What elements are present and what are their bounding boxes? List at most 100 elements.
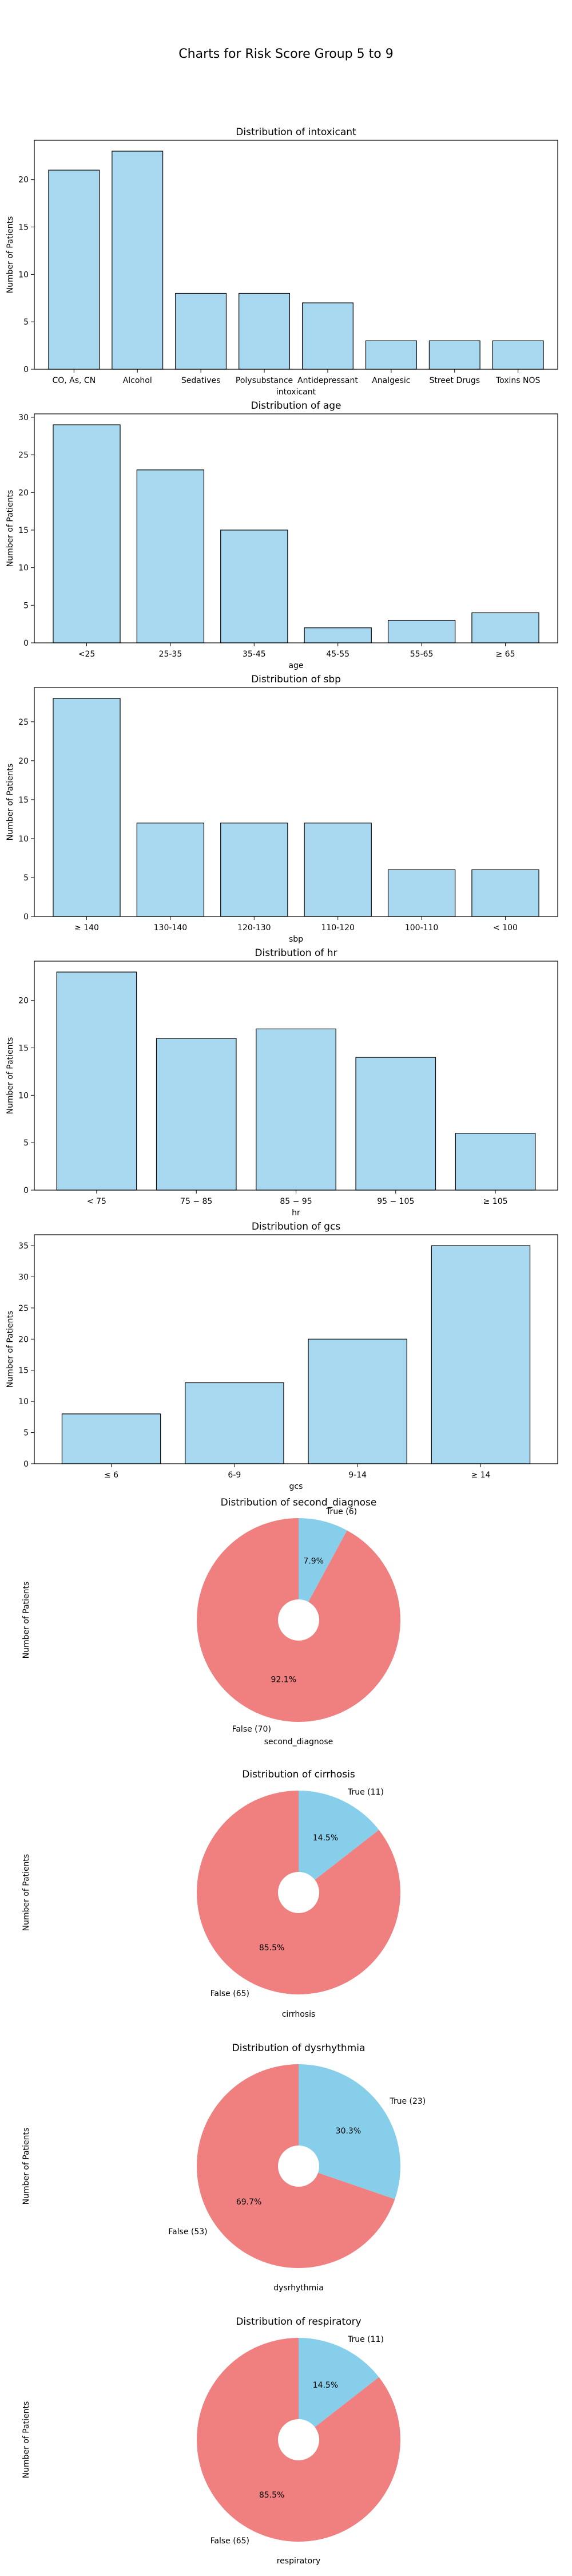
x-tick-label: ≥ 140: [74, 923, 99, 933]
y-tick-label: 20: [18, 757, 29, 766]
y-tick-label: 0: [23, 1186, 29, 1195]
pie-pct-label: 92.1%: [271, 1676, 296, 1685]
pie-slice-true: [299, 2338, 379, 2440]
x-tick-label: Sedatives: [181, 376, 221, 385]
pie-pct-label: 14.5%: [313, 1834, 338, 1843]
y-tick-label: 10: [18, 270, 29, 279]
pie-outer-label: False (53): [168, 2227, 207, 2237]
bar-5: [471, 612, 539, 643]
y-tick-label: 5: [23, 874, 29, 883]
x-tick-label: 130-140: [154, 923, 188, 933]
axes-frame: [34, 687, 558, 917]
axes-frame: [34, 413, 558, 643]
y-tick-label: 15: [18, 223, 29, 232]
bar-0: [53, 424, 121, 643]
x-tick-label: 95 − 105: [377, 1197, 414, 1206]
chart-title: Distribution of age: [251, 400, 341, 412]
x-axis-label: hr: [292, 1208, 300, 1218]
y-axis-label: Number of Patients: [6, 490, 15, 567]
x-axis-label: second_diagnose: [264, 1737, 333, 1747]
bar-3: [355, 1057, 436, 1191]
figure-title: Charts for Risk Score Group 5 to 9: [178, 47, 394, 61]
pie-center-hole: [278, 1599, 319, 1641]
y-tick-label: 15: [18, 796, 29, 805]
pie-slice-true: [299, 1791, 379, 1893]
bar-7: [492, 340, 544, 370]
pie-pct-label: 30.3%: [336, 2127, 361, 2136]
pie-pct-label: 69.7%: [236, 2198, 261, 2207]
y-tick-label: 30: [18, 1273, 29, 1282]
pie-pct-label: 7.9%: [303, 1556, 324, 1566]
x-axis-label: respiratory: [277, 2557, 321, 2566]
y-axis-label: Number of Patients: [22, 2401, 31, 2479]
x-tick-label: 35-45: [243, 650, 266, 659]
y-tick-label: 10: [18, 1397, 29, 1406]
x-tick-label: 25-35: [159, 650, 182, 659]
x-tick-label: Alcohol: [123, 376, 152, 385]
x-tick-label: 55-65: [410, 650, 434, 659]
y-axis-label: Number of Patients: [22, 2128, 31, 2205]
y-tick-label: 5: [23, 601, 29, 610]
y-tick-label: 20: [18, 176, 29, 185]
y-tick-label: 30: [18, 413, 29, 422]
bar-2: [175, 293, 227, 370]
x-tick-label: Polysubstance: [236, 376, 293, 385]
y-axis-label: Number of Patients: [6, 1037, 15, 1115]
y-axis-label: Number of Patients: [22, 1854, 31, 1931]
pie-outer-label: True (11): [347, 1788, 384, 1797]
x-axis-label: age: [288, 661, 303, 670]
x-tick-label: Street Drugs: [429, 376, 480, 385]
pie-pct-label: 14.5%: [313, 2381, 338, 2390]
axes-frame: [34, 961, 558, 1191]
pie-slice-true: [299, 1518, 347, 1620]
x-tick-label: ≥ 14: [471, 1471, 490, 1480]
y-tick-label: 20: [18, 997, 29, 1006]
x-tick-label: <25: [78, 650, 96, 659]
bar-1: [156, 1038, 237, 1191]
y-tick-label: 10: [18, 835, 29, 844]
y-tick-label: 35: [18, 1242, 29, 1251]
x-tick-label: Antidepressant: [297, 376, 358, 385]
axes-frame: [34, 140, 558, 370]
bar-1: [136, 823, 205, 917]
chart-title: Distribution of respiratory: [236, 2316, 361, 2328]
y-axis-label: Number of Patients: [6, 764, 15, 841]
bar-1: [185, 1382, 284, 1464]
y-tick-label: 0: [23, 912, 29, 922]
chart-title: Distribution of cirrhosis: [242, 1769, 355, 1780]
y-axis-label: Number of Patients: [6, 1311, 15, 1388]
y-tick-label: 20: [18, 488, 29, 497]
y-tick-label: 25: [18, 1304, 29, 1313]
bar-4: [301, 302, 353, 370]
pie-slice-true: [299, 2064, 400, 2199]
bar-0: [56, 971, 137, 1191]
chart-title: Distribution of sbp: [251, 674, 341, 685]
y-tick-label: 25: [18, 451, 29, 460]
x-tick-label: ≥ 105: [483, 1197, 508, 1206]
x-axis-label: intoxicant: [276, 388, 316, 397]
chart-title: Distribution of dysrhythmia: [232, 2042, 366, 2054]
bar-4: [387, 619, 456, 643]
bar-3: [304, 627, 372, 643]
axes-frame: [34, 1234, 558, 1464]
y-tick-label: 25: [18, 718, 29, 727]
pie-outer-label: True (23): [389, 2097, 426, 2106]
y-tick-label: 10: [18, 564, 29, 573]
bar-3: [239, 293, 291, 370]
y-tick-label: 15: [18, 1366, 29, 1376]
pie-pct-label: 85.5%: [259, 1943, 284, 1953]
pie-center-hole: [278, 2419, 319, 2460]
y-tick-label: 5: [23, 1139, 29, 1148]
pie-center-hole: [278, 2146, 319, 2187]
x-tick-label: 75 − 85: [180, 1197, 212, 1206]
x-tick-label: 110-120: [321, 923, 355, 933]
x-tick-label: 85 − 95: [280, 1197, 312, 1206]
y-tick-label: 10: [18, 1091, 29, 1100]
x-tick-label: ≥ 65: [496, 650, 515, 659]
x-tick-label: 6-9: [228, 1471, 241, 1480]
bar-5: [471, 869, 539, 917]
pie-outer-label: False (65): [210, 1989, 249, 1998]
bar-1: [136, 469, 205, 643]
chart-title: Distribution of hr: [255, 947, 337, 959]
